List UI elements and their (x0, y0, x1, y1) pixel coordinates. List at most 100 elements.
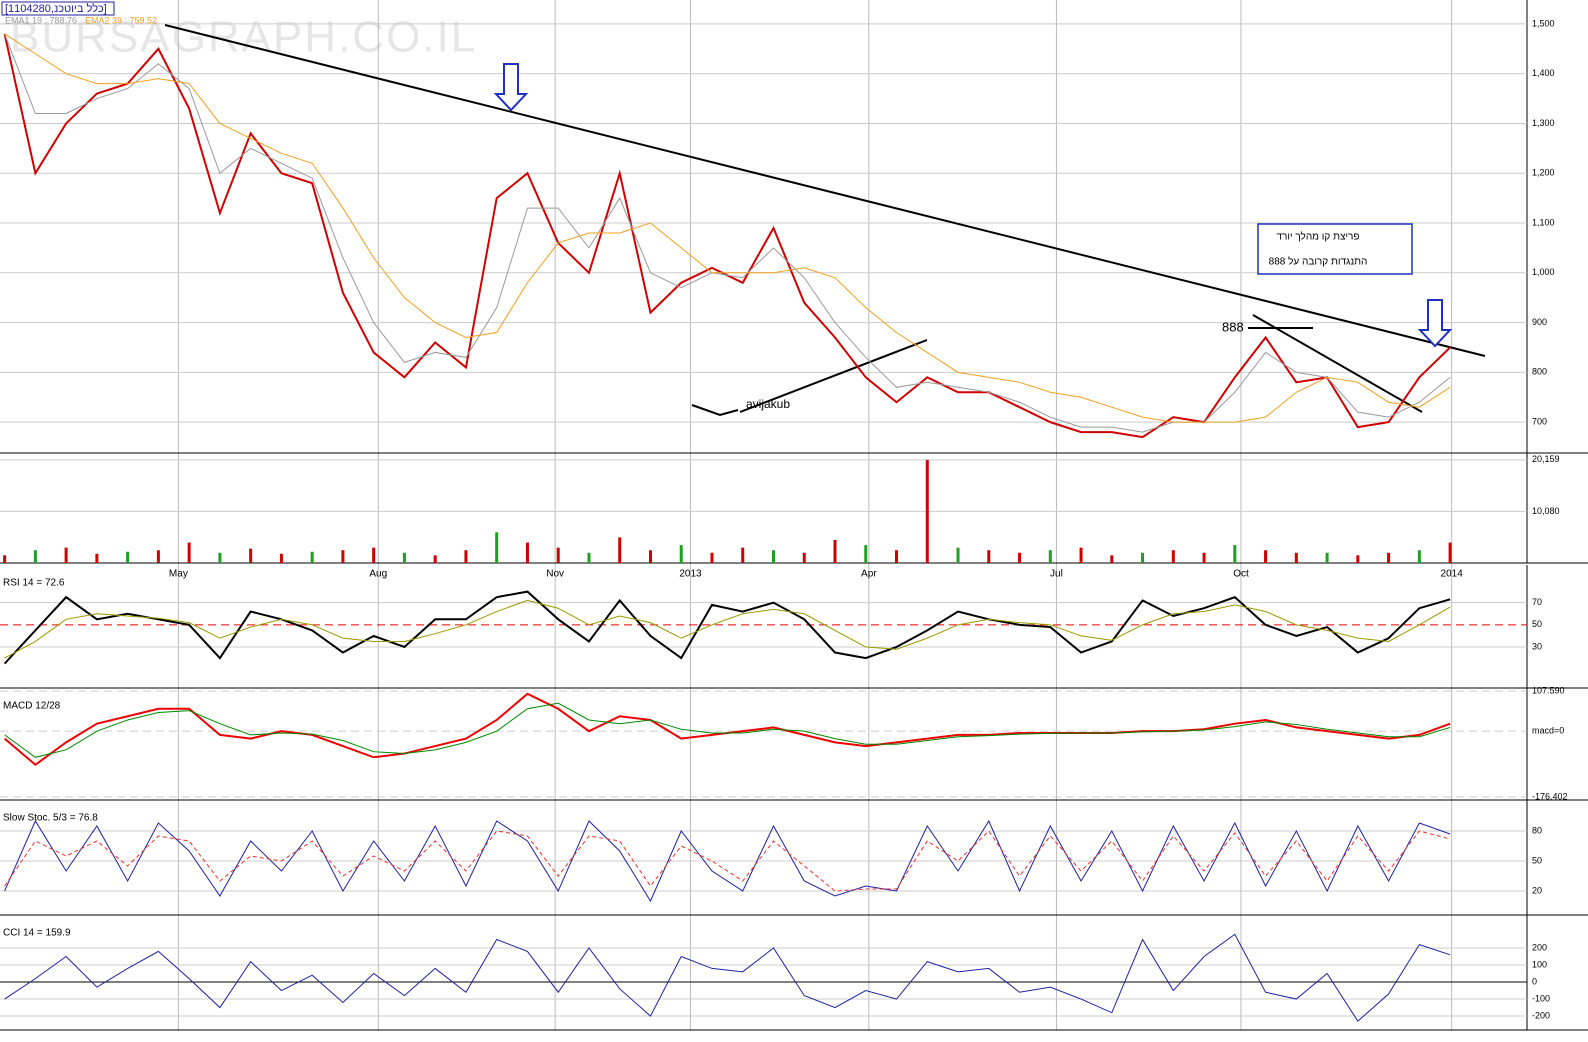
watermark: BURSAGRAPH.CO.IL (10, 13, 477, 62)
volume-bar (1079, 547, 1083, 563)
volume-bar (187, 542, 191, 563)
y-tick-label: 1,300 (1532, 118, 1555, 128)
series-line (4, 830, 1451, 892)
volume-bar (1233, 545, 1237, 563)
y-tick-label: 100 (1532, 959, 1547, 969)
y-tick-label: 200 (1532, 942, 1547, 952)
note-box (1257, 223, 1413, 275)
trend-line (164, 24, 1486, 357)
series-line (4, 33, 1451, 433)
y-tick-label: -100 (1532, 993, 1550, 1003)
y-tick-label: 700 (1532, 417, 1547, 427)
volume-bar (279, 553, 283, 563)
trend-line (1252, 314, 1423, 413)
y-tick-label: 10,080 (1532, 506, 1560, 516)
y-tick-label: 107.590 (1532, 685, 1565, 695)
y-tick-label: 70 (1532, 597, 1542, 607)
volume-bar (341, 550, 345, 563)
panel-title: Slow Stoc. 5/3 = 76.8 (3, 813, 98, 824)
panel-title: CCI 14 = 159.9 (3, 928, 71, 939)
series-line (3, 590, 1451, 665)
volume-bar (1141, 552, 1145, 563)
volume-bar (1202, 552, 1206, 563)
volume-bar (833, 539, 837, 563)
volume-bar (771, 550, 775, 563)
volume-bar (64, 547, 68, 563)
volume-bar (1171, 550, 1175, 563)
volume-bar (372, 547, 376, 563)
volume-bar (126, 551, 130, 563)
volume-bar (1048, 550, 1052, 563)
volume-bar (249, 548, 253, 563)
volume-bar (895, 550, 899, 563)
y-tick-label: 900 (1532, 317, 1547, 327)
volume-bar (95, 553, 99, 563)
series-line (3, 692, 1451, 767)
series-line (4, 933, 1451, 1022)
y-tick-label: 1,100 (1532, 217, 1555, 227)
volume-bar (864, 545, 868, 563)
volume-bar (925, 459, 929, 563)
x-tick-label: Nov (546, 569, 564, 580)
series-line (4, 819, 1451, 903)
panel-title: RSI 14 = 72.6 (3, 578, 65, 589)
y-tick-label: 30 (1532, 641, 1542, 651)
series-line (4, 599, 1451, 659)
volume-bar (525, 542, 529, 563)
arrow (1417, 299, 1453, 348)
volume-bar (618, 537, 622, 563)
y-tick-label: 80 (1532, 825, 1542, 835)
volume-bar (402, 552, 406, 563)
volume-bar (218, 552, 222, 563)
volume-bar (679, 545, 683, 563)
y-tick-label: 20,159 (1532, 454, 1560, 464)
volume-bar (802, 552, 806, 563)
volume-bar (3, 555, 7, 563)
volume-bar (556, 547, 560, 563)
volume-bar (1294, 552, 1298, 563)
volume-bar (310, 551, 314, 563)
panel-title: MACD 12/28 (3, 701, 61, 712)
volume-bar (495, 532, 499, 563)
annotation: פריצת קו מהלך יורד (1277, 231, 1360, 243)
volume-bar (648, 550, 652, 563)
volume-bar (1448, 542, 1452, 563)
volume-bar (33, 550, 37, 563)
y-tick-label: -200 (1532, 1010, 1550, 1020)
volume-bar (587, 552, 591, 563)
annotation: התנגדות קרובה על 888 (1269, 256, 1368, 268)
y-tick-label: 1,200 (1532, 168, 1555, 178)
annotation: avijakub (746, 397, 790, 411)
volume-bar (956, 547, 960, 563)
y-tick-label: 50 (1532, 619, 1542, 629)
annotation: 888 (1222, 319, 1244, 334)
x-tick-label: Aug (369, 569, 387, 580)
trend-line (739, 339, 928, 413)
x-tick-label: Apr (861, 569, 877, 580)
volume-bar (741, 547, 745, 563)
x-tick-label: 2013 (679, 569, 702, 580)
y-tick-label: 800 (1532, 367, 1547, 377)
volume-bar (1387, 552, 1391, 563)
y-tick-label: 1,000 (1532, 267, 1555, 277)
volume-bar (1110, 555, 1114, 563)
series-line (4, 702, 1451, 758)
x-tick-label: 2014 (1441, 569, 1464, 580)
y-tick-label: macd=0 (1532, 726, 1564, 736)
volume-bar (710, 552, 714, 563)
legend-entry: EMA2 39 : 759.52 (85, 15, 157, 25)
title-box (1, 1, 115, 16)
volume-bar (433, 555, 437, 563)
y-tick-label: 50 (1532, 855, 1542, 865)
x-tick-label: Oct (1233, 569, 1249, 580)
volume-bar (1018, 552, 1022, 563)
volume-bar (1417, 550, 1421, 563)
y-tick-label: 1,500 (1532, 18, 1555, 28)
series-line (3, 33, 1451, 439)
volume-bar (464, 550, 468, 563)
volume-bar (987, 550, 991, 563)
legend-entry: EMA1 19 : 788.76 (5, 15, 77, 25)
series-line (4, 33, 1451, 423)
volume-bar (1356, 555, 1360, 563)
